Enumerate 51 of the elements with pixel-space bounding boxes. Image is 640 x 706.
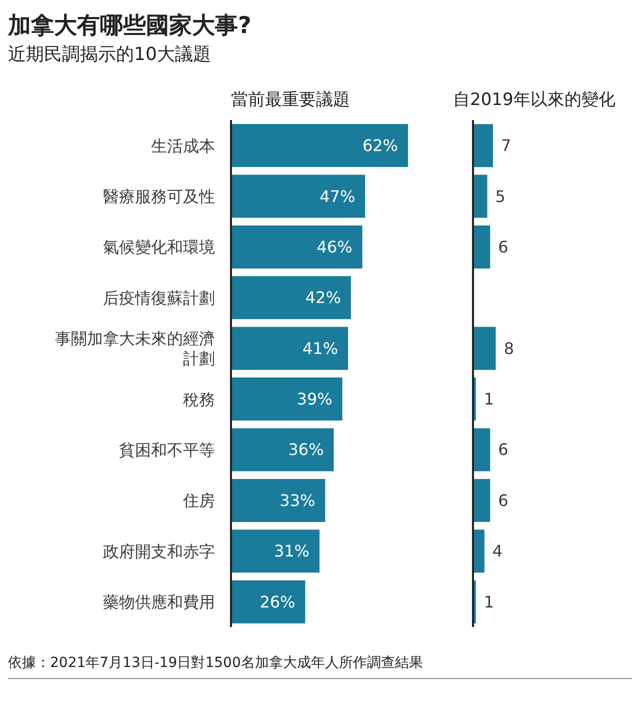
bar <box>473 174 488 218</box>
data-label: 6 <box>498 490 508 510</box>
y-tick-label: 氣候變化和環境 <box>102 237 215 256</box>
data-label: 47% <box>320 186 356 206</box>
x-axis-title: 自2019年以來的變化 <box>453 89 616 111</box>
data-label: 42% <box>305 288 341 308</box>
bar <box>230 276 351 320</box>
bar <box>473 428 490 472</box>
data-label: 36% <box>288 440 324 460</box>
data-label: 62% <box>362 136 398 156</box>
bar <box>473 478 490 522</box>
data-label: 5 <box>495 186 506 206</box>
data-label: 31% <box>274 542 310 561</box>
data-label: 39% <box>296 390 332 409</box>
bar <box>473 326 496 370</box>
y-tick-label: 生活成本 <box>150 136 215 155</box>
data-label: 1 <box>484 390 494 409</box>
data-label: 4 <box>492 542 503 561</box>
y-tick-label: 政府開支和赤字 <box>102 541 215 560</box>
y-tick-label: 藥物供應和費用 <box>102 592 215 612</box>
y-tick-label: 住房 <box>182 490 215 510</box>
data-label: 6 <box>498 237 508 256</box>
data-label: 46% <box>316 237 352 256</box>
y-tick-label: 后疫情復蘇計劃 <box>102 288 215 307</box>
bar <box>230 124 408 168</box>
bar <box>473 124 493 168</box>
bar <box>473 530 484 573</box>
data-label: 1 <box>484 592 494 612</box>
bar <box>230 478 326 522</box>
y-tick-label: 貧困和不平等 <box>118 440 215 460</box>
y-tick-label: 事關加拿大未來的經濟計劃 <box>54 328 215 368</box>
chart-title: 加拿大有哪些國家大事? <box>8 12 252 41</box>
bar <box>230 530 320 573</box>
bar <box>230 428 334 472</box>
y-tick-label: 稅務 <box>182 389 215 408</box>
bar <box>230 326 348 370</box>
data-label: 33% <box>280 490 316 510</box>
bar <box>473 225 490 268</box>
data-label: 8 <box>504 338 514 358</box>
chart-subtitle: 近期民調揭示的10大議題 <box>8 43 211 66</box>
bar <box>230 174 366 218</box>
text: 依據：2021年7月13日-19日對1500名加拿大成年人所作調查結果 <box>8 654 424 672</box>
bar <box>230 580 306 624</box>
y-tick-label: 醫療服務可及性 <box>102 186 215 206</box>
bar <box>230 225 362 268</box>
data-label: 6 <box>498 440 508 460</box>
data-label: 26% <box>260 592 296 612</box>
bar <box>230 378 342 421</box>
x-axis-title: 當前最重要議題 <box>231 89 350 111</box>
data-label: 7 <box>500 136 512 156</box>
data-label: 41% <box>302 338 338 358</box>
